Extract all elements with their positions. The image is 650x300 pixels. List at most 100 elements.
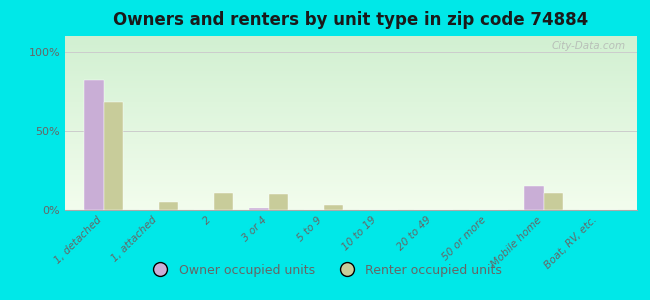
Bar (65, 173, 637, 175)
Bar (65, 45, 637, 46)
Bar (65, 106, 637, 107)
Bar (65, 102, 637, 104)
Bar (65, 92, 637, 93)
Bar (65, 177, 637, 179)
Bar (65, 158, 637, 160)
Bar (65, 130, 637, 132)
Bar (65, 116, 637, 118)
Bar (65, 128, 637, 130)
Bar (65, 40, 637, 41)
Bar (324, 205, 343, 210)
Bar (65, 172, 637, 173)
Bar (65, 109, 637, 111)
Bar (65, 50, 637, 52)
Legend: Owner occupied units, Renter occupied units: Owner occupied units, Renter occupied un… (143, 259, 507, 282)
Bar (65, 93, 637, 95)
Bar (65, 74, 637, 76)
Bar (65, 81, 637, 83)
Bar (65, 198, 637, 200)
Bar (249, 208, 268, 210)
Bar (65, 144, 637, 146)
Bar (65, 62, 637, 64)
Bar (525, 186, 543, 210)
Bar (268, 194, 288, 210)
Bar (65, 125, 637, 127)
Bar (65, 186, 637, 188)
Bar (65, 43, 637, 45)
Bar (65, 184, 637, 186)
Bar (65, 55, 637, 57)
Bar (65, 58, 637, 60)
Bar (65, 69, 637, 71)
Bar (103, 102, 123, 210)
Bar (65, 48, 637, 50)
Bar (65, 132, 637, 134)
Bar (65, 196, 637, 198)
Bar (65, 153, 637, 154)
Bar (65, 200, 637, 201)
Bar (65, 88, 637, 90)
Bar (65, 107, 637, 109)
Bar (65, 163, 637, 165)
Bar (65, 188, 637, 189)
Bar (65, 139, 637, 140)
Bar (65, 147, 637, 149)
Bar (65, 142, 637, 144)
Bar (65, 170, 637, 172)
Bar (65, 146, 637, 147)
Bar (543, 193, 563, 210)
Bar (65, 38, 637, 40)
Bar (65, 182, 637, 184)
Bar (65, 175, 637, 177)
Bar (65, 154, 637, 156)
Bar (65, 127, 637, 128)
Bar (65, 203, 637, 205)
Bar (65, 71, 637, 73)
Bar (65, 119, 637, 121)
Bar (65, 36, 637, 38)
Bar (65, 67, 637, 69)
Bar (65, 135, 637, 137)
Bar (65, 85, 637, 86)
Bar (65, 179, 637, 180)
Bar (65, 201, 637, 203)
Bar (65, 191, 637, 193)
Bar (65, 95, 637, 97)
Bar (65, 167, 637, 168)
Bar (65, 112, 637, 114)
Bar (65, 97, 637, 99)
Bar (65, 53, 637, 55)
Bar (65, 206, 637, 208)
Bar (65, 160, 637, 161)
Bar (65, 114, 637, 116)
Bar (65, 194, 637, 196)
Bar (65, 73, 637, 74)
Bar (65, 123, 637, 125)
Bar (65, 83, 637, 85)
Bar (65, 57, 637, 58)
Bar (65, 80, 637, 81)
Text: City-Data.com: City-Data.com (551, 41, 625, 51)
Bar (65, 140, 637, 142)
Bar (65, 134, 637, 135)
Bar (65, 52, 637, 53)
Bar (65, 64, 637, 66)
Bar (65, 161, 637, 163)
Bar (65, 156, 637, 158)
Bar (65, 41, 637, 43)
Bar (65, 205, 637, 206)
Bar (65, 149, 637, 151)
Bar (65, 46, 637, 48)
Bar (65, 90, 637, 92)
Bar (65, 78, 637, 80)
Bar (65, 66, 637, 67)
Bar (65, 118, 637, 119)
Bar (65, 99, 637, 100)
Bar (65, 208, 637, 210)
Bar (65, 111, 637, 112)
Bar (65, 165, 637, 167)
Bar (65, 137, 637, 139)
Title: Owners and renters by unit type in zip code 74884: Owners and renters by unit type in zip c… (113, 11, 589, 29)
Bar (65, 100, 637, 102)
Bar (84, 80, 103, 210)
